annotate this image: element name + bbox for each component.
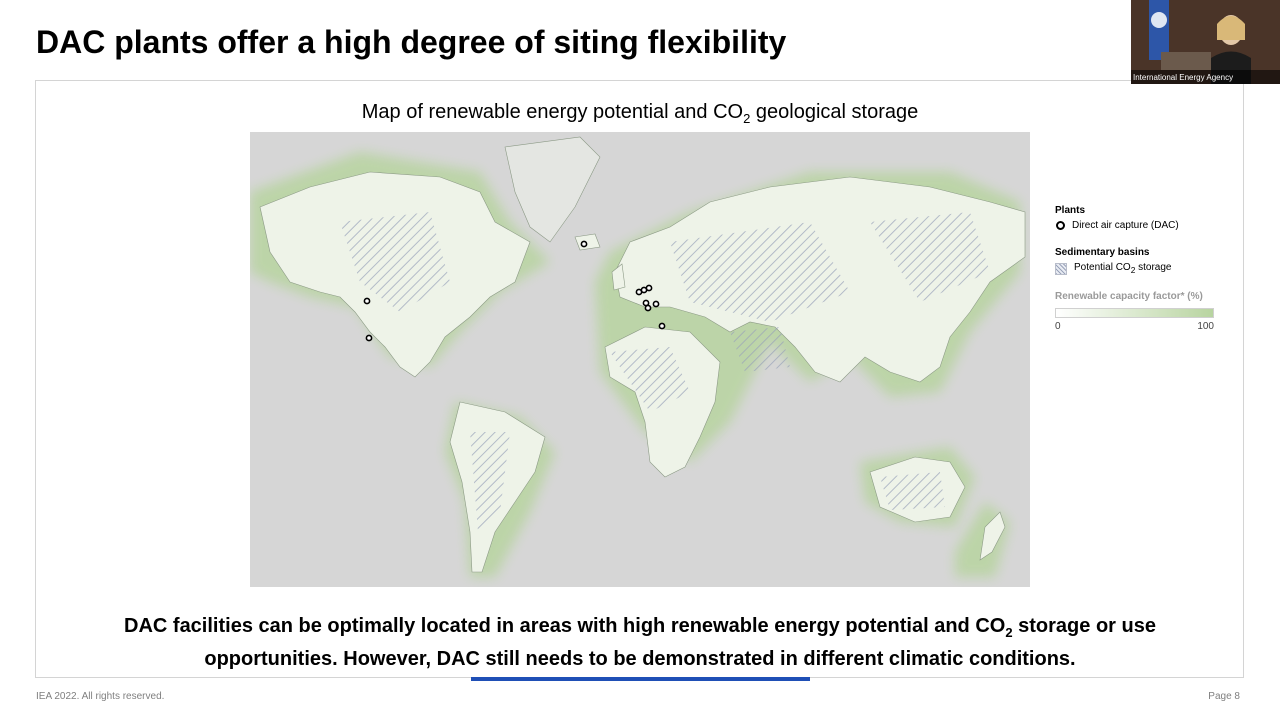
- scale-min-label: 0: [1055, 321, 1061, 332]
- uk-shape: [611, 263, 626, 291]
- dac-plant-marker: [644, 304, 652, 312]
- hatch-swatch-icon: [1055, 262, 1067, 275]
- legend-storage-label: Potential CO2 storage: [1074, 262, 1172, 275]
- iceland-shape: [574, 233, 601, 251]
- speaker-video: International Energy Agency: [1131, 0, 1280, 84]
- presentation-progress-bar: [471, 677, 810, 681]
- caption-line-1: DAC facilities can be optimally located …: [124, 615, 1156, 640]
- dac-plant-marker: [658, 322, 666, 330]
- dac-plant-marker: [580, 240, 588, 248]
- map-legend: Plants Direct air capture (DAC) Sediment…: [1055, 205, 1235, 332]
- map-title: Map of renewable energy potential and CO…: [361, 101, 919, 126]
- dac-marker-icon: [1056, 221, 1065, 230]
- slide-title: DAC plants offer a high degree of siting…: [36, 24, 787, 60]
- new-zealand-shape: [979, 511, 1006, 561]
- page-number: Page 8: [1208, 691, 1240, 702]
- scale-max-label: 100: [1197, 321, 1214, 332]
- world-map: [250, 132, 1030, 587]
- sedimentary-basins: [340, 212, 990, 532]
- video-caption: International Energy Agency: [1133, 73, 1234, 82]
- legend-scale-heading: Renewable capacity factor* (%): [1055, 291, 1203, 302]
- dac-plant-marker: [645, 284, 653, 292]
- legend-plants-heading: Plants: [1055, 205, 1086, 216]
- dac-plant-marker: [363, 297, 371, 305]
- dac-plants: [363, 240, 666, 342]
- legend-basins-heading: Sedimentary basins: [1055, 247, 1150, 258]
- greenland-shape: [504, 136, 601, 243]
- legend-dac-label: Direct air capture (DAC): [1072, 220, 1179, 231]
- slide-caption: DAC facilities can be optimally located …: [60, 613, 1220, 672]
- speaker-video-frame: [1131, 0, 1280, 84]
- footer-copyright: IEA 2022. All rights reserved.: [36, 691, 165, 702]
- dac-plant-marker: [652, 300, 660, 308]
- capacity-color-scale: [1055, 308, 1214, 318]
- caption-line-2: opportunities. However, DAC still needs …: [204, 648, 1076, 670]
- dac-plant-marker: [365, 334, 373, 342]
